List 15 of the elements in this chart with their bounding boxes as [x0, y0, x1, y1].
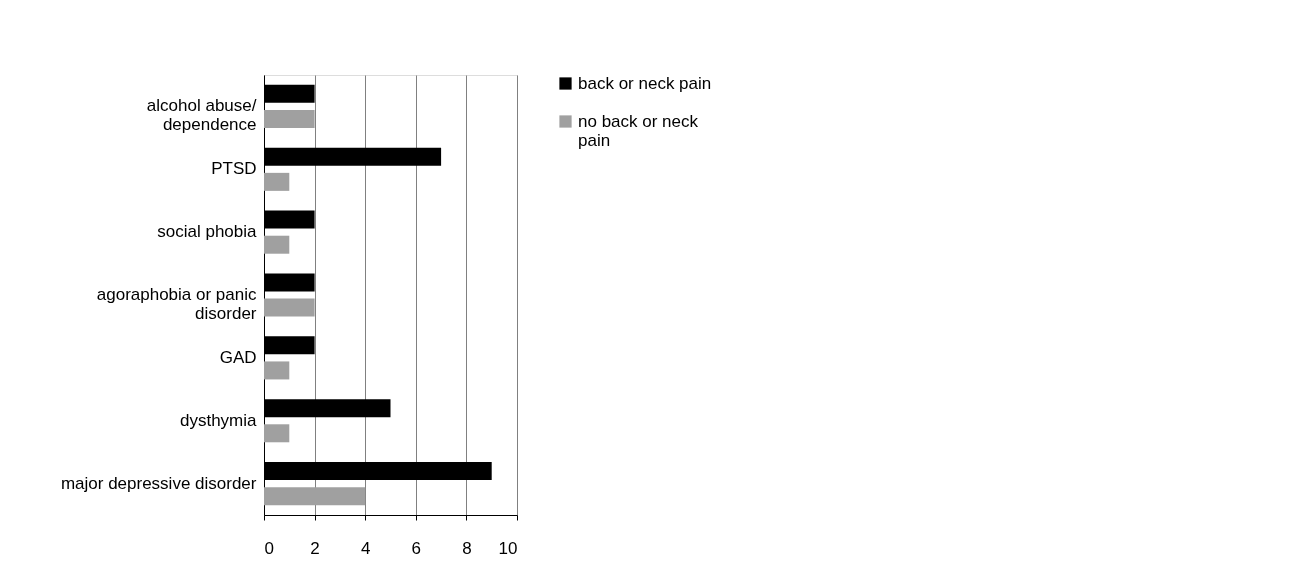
y-tick-label: dysthymia [179, 410, 258, 430]
y-tick-label: social phobia [157, 222, 258, 242]
y-tick-label: PTSD [211, 159, 257, 179]
x-tick-label: 8 [462, 538, 472, 558]
y-tick-label: major depressive disorder [60, 473, 257, 493]
y-tick-label: GAD [219, 347, 257, 367]
x-tick-label: 2 [310, 538, 320, 558]
x-tick-label: 4 [360, 538, 371, 558]
y-tick-label: agoraphobia or panic disorder [96, 285, 257, 323]
x-tick-label: 6 [411, 538, 422, 558]
legend-label: no back or neck pain [578, 111, 699, 150]
legend-label: back or neck pain [578, 73, 712, 93]
y-tick-label: alcohol abuse/ dependence [146, 96, 257, 135]
x-tick-label: 0 [264, 538, 274, 558]
x-tick-label: 10 [498, 538, 518, 558]
